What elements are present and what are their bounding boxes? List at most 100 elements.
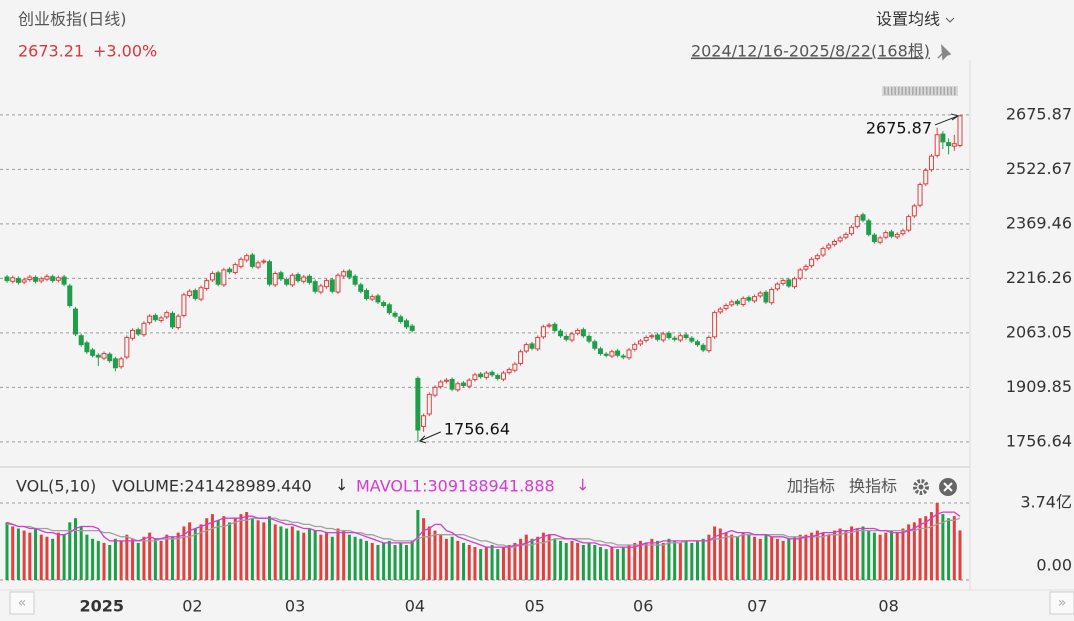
volume-bar	[359, 538, 363, 580]
x-tick-label: 08	[878, 597, 898, 616]
volume-bar	[422, 518, 426, 580]
candle-body	[181, 294, 187, 316]
candle-body	[72, 308, 78, 335]
volume-bar	[958, 530, 962, 580]
candle-body	[381, 302, 387, 307]
ma-setting[interactable]: 设置均线	[876, 10, 940, 29]
candle-body	[221, 269, 227, 286]
x-tick-label: 02	[182, 597, 202, 616]
candle-body	[518, 351, 524, 364]
volume-bar	[878, 534, 882, 580]
volume-bar	[307, 528, 311, 580]
volume-bar	[690, 542, 694, 580]
candle-body	[649, 335, 655, 338]
candle-body	[843, 233, 849, 238]
candle-body	[443, 379, 449, 382]
candle-body	[495, 375, 501, 379]
candle-body	[324, 280, 330, 288]
date-range[interactable]: 2024/12/16-2025/8/22(168根)	[691, 42, 930, 61]
candle-body	[215, 272, 221, 285]
volume-bar	[941, 514, 945, 580]
volume-bar	[302, 532, 306, 580]
candle-body	[101, 353, 107, 359]
candle-body	[666, 332, 672, 339]
volume-bar	[770, 536, 774, 580]
x-tick-label: 03	[285, 597, 305, 616]
candle-body	[318, 285, 324, 293]
volume-bar	[205, 518, 209, 580]
candle-body	[923, 169, 929, 185]
volume-bar	[815, 530, 819, 580]
candle-body	[746, 297, 752, 301]
volume-bar	[564, 542, 568, 580]
add-indicator-button[interactable]: 加指标	[787, 477, 835, 496]
chart-title: 创业板指(日线)	[18, 10, 127, 29]
candle-body	[769, 289, 775, 304]
max-annotation: 2675.87	[866, 118, 932, 137]
candle-body	[603, 353, 609, 356]
candle-body	[289, 274, 295, 286]
candle-body	[951, 143, 957, 147]
volume-bar	[901, 528, 905, 580]
volume-bar	[730, 534, 734, 580]
candle-body	[466, 379, 472, 387]
volume-bar	[798, 534, 802, 580]
volume-bar	[907, 524, 911, 580]
candle-body	[169, 312, 175, 328]
volume-bar	[456, 540, 460, 580]
candle-body	[894, 233, 900, 238]
volume-bar	[182, 526, 186, 580]
pin-icon[interactable]	[937, 44, 952, 61]
volume-bar	[832, 530, 836, 580]
candle-body	[723, 305, 729, 309]
volume-bar	[313, 530, 317, 580]
volume-bar	[330, 536, 334, 580]
candle-body	[757, 292, 763, 297]
volume-bar	[279, 526, 283, 580]
candle-body	[192, 290, 198, 299]
volume-bar	[170, 536, 174, 580]
volume-bar	[547, 534, 551, 580]
volume-bar	[701, 538, 705, 580]
volume-bar	[524, 534, 528, 580]
volume-bar	[656, 540, 660, 580]
candle-body	[329, 279, 335, 292]
scroll-right-button[interactable]: »	[1049, 591, 1074, 615]
volume-bar	[929, 512, 933, 580]
last-price: 2673.21	[18, 42, 84, 61]
volume-bar	[34, 528, 38, 580]
y-tick-label: 2063.05	[1006, 322, 1072, 341]
candle-body	[118, 358, 124, 368]
y-tick-label: 1756.64	[1006, 431, 1072, 450]
x-tick-label: 05	[525, 597, 545, 616]
candle-body	[620, 355, 626, 358]
candle-body	[124, 337, 130, 358]
y-tick-label: 2522.67	[1006, 159, 1072, 178]
volume-bar	[935, 503, 939, 580]
volume-bar	[713, 526, 717, 580]
close-icon[interactable]	[939, 478, 957, 496]
volume-bar	[924, 516, 928, 580]
candle-body	[306, 275, 312, 283]
switch-indicator-button[interactable]: 换指标	[849, 477, 897, 496]
dropdown-icon[interactable]	[945, 17, 955, 23]
volume-bar	[62, 534, 66, 580]
candle-body	[312, 281, 318, 292]
volume-bar	[176, 532, 180, 580]
settings-icon[interactable]	[913, 479, 929, 495]
candle-body	[175, 315, 181, 329]
volume-bar	[844, 530, 848, 580]
volume-bar	[827, 534, 831, 580]
y-tick-label: 0.00	[1036, 556, 1072, 575]
candle-body	[244, 255, 250, 261]
volume-bar	[142, 536, 146, 580]
scroll-left-button[interactable]: «	[9, 591, 35, 615]
volume-bar	[838, 528, 842, 580]
volume-bar	[861, 526, 865, 580]
volume-bar	[119, 540, 123, 580]
y-tick-label: 3.74亿	[1020, 493, 1072, 512]
candle-body	[90, 349, 96, 356]
candle-body	[683, 334, 689, 339]
volume-bar	[952, 516, 956, 580]
candle-body	[272, 273, 278, 286]
